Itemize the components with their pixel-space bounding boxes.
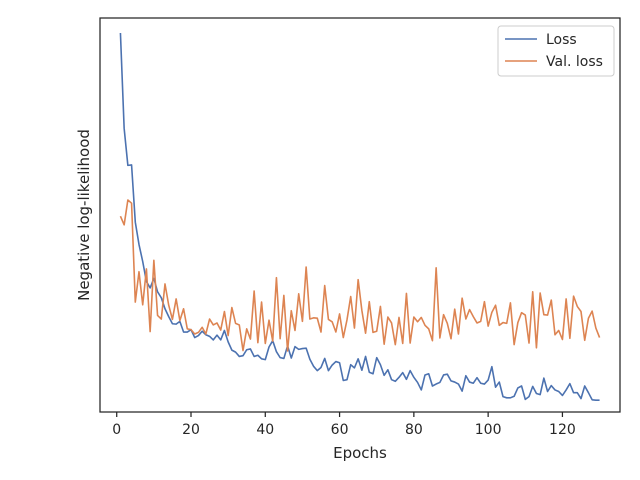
x-tick-label: 60 <box>331 422 349 438</box>
x-tick-label: 40 <box>256 422 274 438</box>
x-axis-label: Epochs <box>333 444 387 462</box>
legend-label-loss: Loss <box>546 32 577 48</box>
x-tick-label: 0 <box>112 422 121 438</box>
y-axis-label: Negative log-likelihood <box>75 129 93 301</box>
axes-frame <box>99 17 621 413</box>
legend: Loss Val. loss <box>497 25 615 77</box>
legend-label-val-loss: Val. loss <box>546 54 603 70</box>
x-tick-label: 20 <box>182 422 200 438</box>
series-line-val-loss <box>119 199 601 352</box>
plot-area <box>119 32 601 401</box>
x-axis: 0 20 40 60 80 100 120 <box>112 412 576 438</box>
x-tick-label: 120 <box>549 422 576 438</box>
series-line-loss <box>119 32 600 401</box>
x-tick-label: 100 <box>475 422 502 438</box>
x-tick-label: 80 <box>405 422 423 438</box>
